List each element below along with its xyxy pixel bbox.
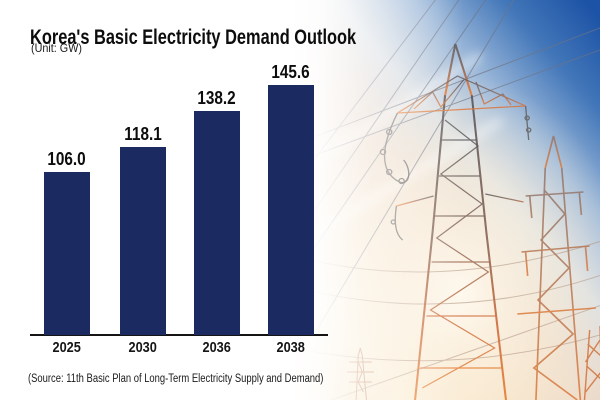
bar-2036 [194,111,240,335]
x-axis-line [30,334,328,336]
bar-value-label: 118.1 [124,124,162,144]
source-note: (Source: 11th Basic Plan of Long-Term El… [28,373,324,385]
unit-label: (Unit: GW) [31,41,83,55]
x-tick-label: 2030 [128,339,158,356]
bar-2030 [120,147,166,335]
transmission-towers-illustration [290,0,600,400]
x-tick-label: 2036 [202,339,232,356]
bar-2025 [44,172,90,335]
bar-value-label: 145.6 [271,62,311,82]
bar-2038 [268,85,314,335]
x-tick-label: 2038 [276,339,306,356]
x-tick-label: 2025 [52,339,82,356]
bar-value-label: 138.2 [197,88,237,108]
bar-value-label: 106.0 [47,149,87,169]
page-title: Korea's Basic Electricity Demand Outlook [30,26,357,50]
photo-transmission-towers [290,0,600,400]
